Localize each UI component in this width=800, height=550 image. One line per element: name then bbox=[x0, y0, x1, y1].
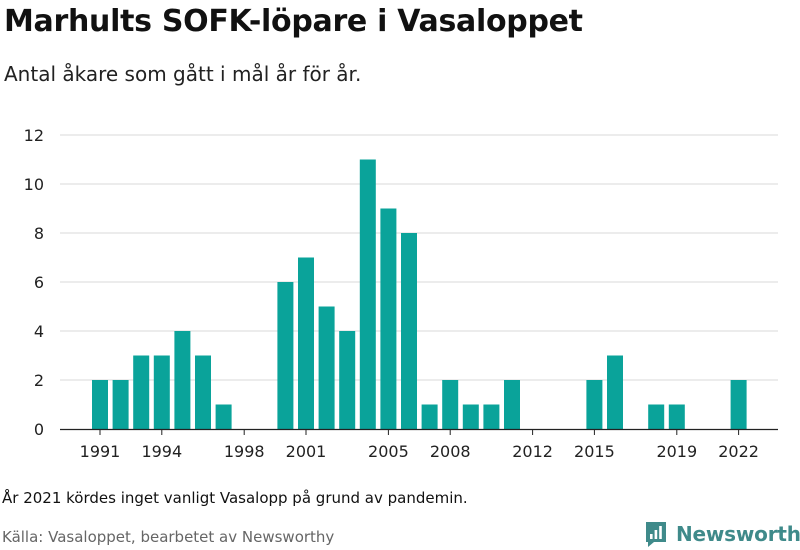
bar-1995 bbox=[174, 331, 191, 429]
bar-2001 bbox=[298, 257, 314, 429]
bar-2010 bbox=[483, 404, 500, 429]
x-tick-label: 2022 bbox=[718, 442, 759, 461]
x-axis-ticks: 1991 1994 1998 2001 2005 2008 2012 2015 2019 2022 bbox=[80, 429, 759, 461]
y-tick-label: 6 bbox=[34, 273, 44, 292]
newsworthy-logo-icon bbox=[646, 522, 666, 547]
x-tick-label: 2015 bbox=[574, 442, 615, 461]
bar-1996 bbox=[195, 355, 211, 429]
bar-2015 bbox=[586, 380, 603, 429]
y-tick-label: 2 bbox=[34, 371, 44, 390]
bar-1991 bbox=[92, 380, 108, 429]
chart-title: Marhults SOFK-löpare i Vasaloppet bbox=[4, 4, 583, 39]
bar-2006 bbox=[401, 233, 417, 429]
y-tick-label: 8 bbox=[34, 224, 44, 243]
bar-1997 bbox=[215, 404, 232, 429]
bar-1992 bbox=[112, 380, 129, 429]
bar-2000 bbox=[277, 282, 294, 429]
x-tick-label: 2012 bbox=[512, 442, 553, 461]
bar-2002 bbox=[318, 306, 335, 429]
y-tick-label: 4 bbox=[34, 322, 44, 341]
bar-2003 bbox=[339, 331, 356, 429]
x-tick-label: 2005 bbox=[368, 442, 409, 461]
x-tick-label: 2001 bbox=[286, 442, 327, 461]
bar-2007 bbox=[421, 404, 438, 429]
x-tick-label: 1998 bbox=[224, 442, 265, 461]
brand-logo[interactable]: Newsworthy bbox=[644, 519, 800, 549]
bar-2016 bbox=[607, 355, 623, 429]
brand-name: Newsworthy bbox=[676, 522, 800, 546]
bar-1993 bbox=[133, 355, 150, 429]
bar-2018 bbox=[648, 404, 665, 429]
y-tick-label: 0 bbox=[34, 420, 44, 439]
bar-2009 bbox=[462, 404, 479, 429]
y-tick-label: 10 bbox=[24, 175, 44, 194]
bar-chart: 0 2 4 6 8 10 12 1991 1994 1998 2001 2005 2008 2012 20… bbox=[24, 126, 778, 461]
bar-2005 bbox=[380, 208, 397, 429]
gridlines bbox=[60, 134, 778, 381]
chart-subtitle: Antal åkare som gått i mål år för år. bbox=[4, 62, 362, 86]
bar-2019 bbox=[668, 404, 685, 429]
y-tick-label: 12 bbox=[24, 126, 44, 145]
y-axis-ticks: 0 2 4 6 8 10 12 bbox=[24, 126, 44, 439]
bar-2022 bbox=[730, 380, 747, 429]
x-tick-label: 2008 bbox=[430, 442, 471, 461]
x-tick-label: 2019 bbox=[656, 442, 697, 461]
bars bbox=[92, 159, 747, 429]
bar-2008 bbox=[442, 380, 459, 429]
bar-2004 bbox=[359, 159, 376, 429]
x-tick-label: 1991 bbox=[80, 442, 121, 461]
x-tick-label: 1994 bbox=[141, 442, 182, 461]
source-text: Källa: Vasaloppet, bearbetet av Newswort… bbox=[2, 528, 335, 546]
bar-1994 bbox=[153, 355, 170, 429]
chart-note: År 2021 kördes inget vanligt Vasalopp på… bbox=[2, 489, 468, 507]
bar-2011 bbox=[504, 380, 520, 429]
